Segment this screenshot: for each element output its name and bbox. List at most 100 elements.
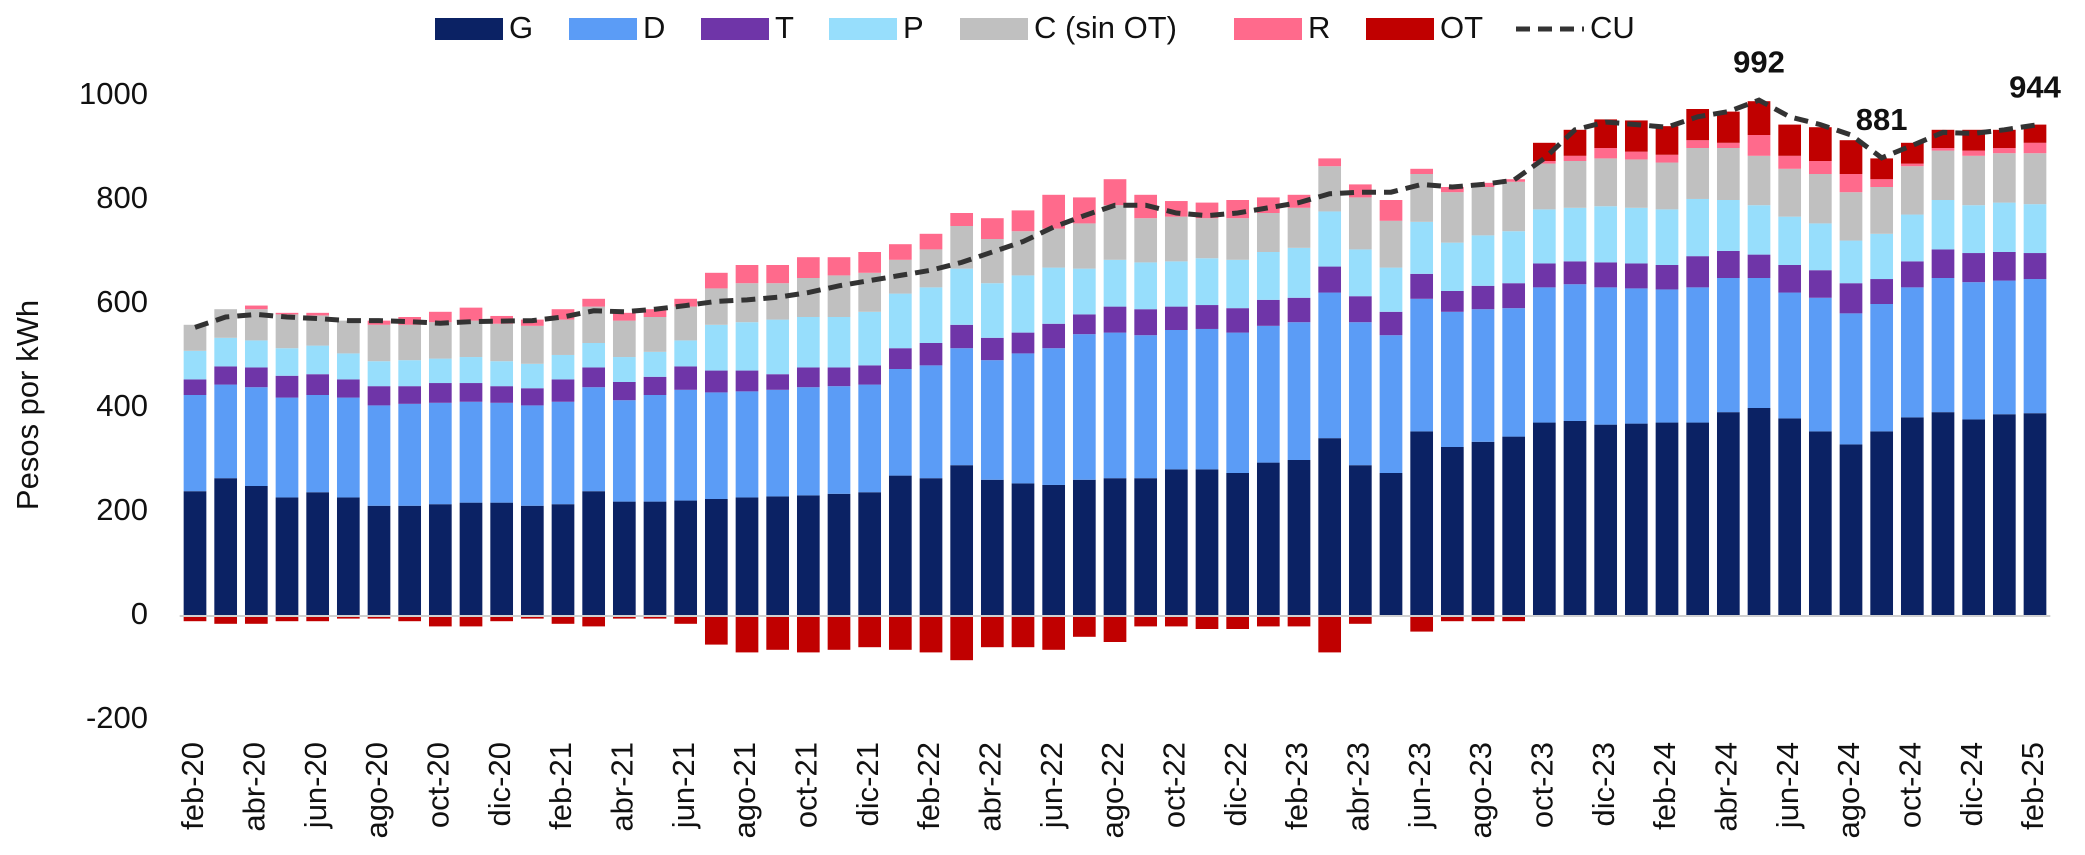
bar-segment [1042,228,1066,268]
bar-segment [1900,142,1924,164]
bar-segment [858,616,882,648]
bar-segment [735,391,759,498]
bar-segment [827,367,851,387]
bar-segment [1318,158,1342,167]
bar-segment [1471,309,1495,442]
bar-segment [244,340,268,368]
bar-segment [827,616,851,650]
bar-segment [459,307,483,321]
bar-segment [612,501,636,616]
bar-segment [428,504,452,616]
bar-segment [428,311,452,323]
bar-segment [1471,187,1495,236]
legend-swatch [435,18,503,40]
bar-segment [1563,155,1587,161]
bar-segment [888,616,912,650]
bar-segment [1440,311,1464,447]
bar-segment [1931,148,1955,151]
legend-swatch [701,18,769,40]
x-tick-label: abr-24 [1709,742,1744,832]
bar-segment [1042,323,1066,349]
bar-segment [428,322,452,359]
legend-swatch [569,18,637,40]
bar-segment [1992,153,2016,203]
bar-segment [1716,278,1740,413]
bar-segment [1287,460,1311,616]
bar-segment [1563,284,1587,421]
bar-segment [796,387,820,496]
bar-segment [1594,262,1618,288]
bar-segment [858,384,882,493]
bar-segment [1318,266,1342,293]
x-tick-label: feb-22 [911,742,946,830]
bar-segment [1287,297,1311,323]
legend-label: CU [1590,10,1635,45]
y-tick-label: 1000 [79,76,148,111]
bar-segment [1410,431,1434,616]
x-tick-label: ago-23 [1463,742,1498,839]
bar-segment [612,312,636,321]
bar-segment [919,343,943,366]
bar-segment [214,366,238,385]
bar-segment [1164,261,1188,307]
bar-segment [1686,287,1710,423]
bar-segment [704,272,728,289]
bar-segment [1348,296,1372,323]
bar-segment [674,298,698,307]
bar-segment [704,499,728,616]
bar-segment [1870,279,1894,304]
bar-segment [1440,192,1464,243]
bar-segment [1410,174,1434,222]
bar-segment [490,616,514,622]
bar-segment [367,324,391,362]
bar-segment [1839,444,1863,616]
bar-segment [183,350,207,380]
bar-segment [1624,207,1648,264]
bar-segment [306,616,330,622]
bar-segment [1808,297,1832,432]
bar-segment [459,383,483,402]
bar-segment [1011,275,1035,333]
bar-segment [1747,135,1771,156]
bar-segment [1195,616,1219,629]
bar-segment [398,403,422,506]
bar-segment [520,405,544,506]
bar-segment [1655,265,1679,290]
bar-segment [336,379,360,398]
bar-segment [1011,231,1035,276]
bar-segment [643,395,667,502]
bar-segment [1379,311,1403,336]
bar-segment [244,305,268,310]
x-tick-label: ago-20 [359,742,394,839]
bar-segment [1011,332,1035,354]
x-tick-label: dic-21 [850,742,885,826]
bar-segment [1164,330,1188,470]
bar-segment [551,504,575,616]
bar-segment [1471,441,1495,616]
bar-segment [1716,412,1740,616]
bar-segment [1011,353,1035,484]
bar-segment [1931,278,1955,413]
bar-segment [367,616,391,619]
bar-segment [1226,332,1250,473]
bar-segment [214,337,238,367]
bar-segment [1042,267,1066,324]
bar-segment [858,272,882,312]
bar-segment [244,486,268,616]
legend-swatch [1366,18,1434,40]
bar-segment [980,360,1004,480]
x-tick-label: feb-25 [2015,742,2050,830]
bar-segment [275,348,299,376]
value-label: 944 [2009,69,2061,104]
bar-segment [980,479,1004,616]
bar-segment [1072,616,1096,637]
bar-segment [1962,155,1986,206]
bar-segment [1164,469,1188,616]
bar-segment [796,317,820,368]
bar-segment [1594,158,1618,207]
bar-segment [1624,423,1648,616]
bar-segment [735,497,759,616]
bar-segment [1011,616,1035,648]
bar-segment [888,475,912,616]
bar-segment [183,379,207,395]
